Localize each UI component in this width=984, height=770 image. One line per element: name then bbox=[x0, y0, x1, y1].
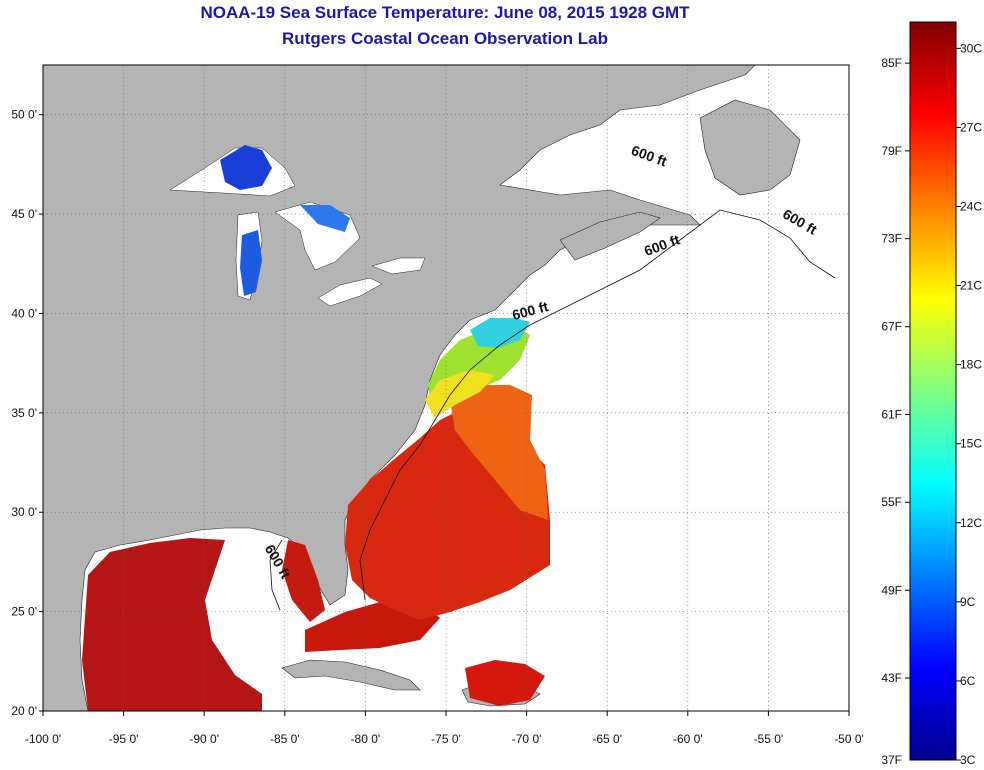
colorbar-c-label-2: 24C bbox=[960, 200, 982, 214]
lake-erie bbox=[317, 277, 383, 307]
land-north-america bbox=[43, 65, 756, 711]
colorbar-c-label-4: 18C bbox=[960, 358, 982, 372]
new-york-bight-sst bbox=[470, 318, 530, 348]
gulf-sst bbox=[82, 538, 262, 711]
map-title: NOAA-19 Sea Surface Temperature: June 08… bbox=[200, 3, 690, 22]
atlantic-orange-sst bbox=[450, 385, 548, 520]
y-tick-label-3: 35 0' bbox=[11, 406, 37, 420]
colorbar-c-label-6: 12C bbox=[960, 516, 982, 530]
colorbar-ticks: 85F 79F 73F 67F 61F 55F 49F 43F 37F 30C 27C 24C 21C 1… bbox=[881, 41, 982, 767]
colorbar-f-label-7: 43F bbox=[881, 671, 902, 685]
lake-ontario bbox=[371, 257, 426, 275]
x-tick-label-0: -100 0' bbox=[25, 732, 61, 746]
x-tick-label-9: -55 0' bbox=[754, 732, 784, 746]
y-tick-label-6: 50 0' bbox=[11, 108, 37, 122]
lake-huron-sst bbox=[300, 205, 350, 232]
colorbar-c-label-5: 15C bbox=[960, 437, 982, 451]
y-tick-label-0: 20 0' bbox=[11, 704, 37, 718]
colorbar-c-label-0: 30C bbox=[960, 41, 982, 55]
x-tick-label-5: -75 0' bbox=[431, 732, 461, 746]
colorbar bbox=[909, 21, 957, 761]
y-tick-label-5: 45 0' bbox=[11, 207, 37, 221]
map-layers bbox=[43, 65, 801, 711]
colorbar-c-label-1: 27C bbox=[960, 120, 982, 134]
colorbar-c-label-9: 3C bbox=[960, 753, 976, 767]
colorbar-c-label-7: 9C bbox=[960, 595, 976, 609]
colorbar-f-label-4: 61F bbox=[881, 407, 902, 421]
colorbar-f-label-8: 37F bbox=[881, 753, 902, 767]
x-tick-label-1: -95 0' bbox=[109, 732, 139, 746]
x-tick-label-7: -65 0' bbox=[592, 732, 622, 746]
y-tick-label-4: 40 0' bbox=[11, 306, 37, 320]
colorbar-f-label-2: 73F bbox=[881, 232, 902, 246]
x-tick-label-10: -50 0' bbox=[834, 732, 864, 746]
gulf-east-sst bbox=[282, 540, 325, 622]
y-tick-label-1: 25 0' bbox=[11, 605, 37, 619]
land-cuba bbox=[281, 659, 421, 691]
map-subtitle: Rutgers Coastal Ocean Observation Lab bbox=[282, 29, 608, 48]
x-tick-label-2: -90 0' bbox=[189, 732, 219, 746]
isobath-600ft bbox=[269, 209, 836, 611]
colorbar-f-label-3: 67F bbox=[881, 320, 902, 334]
x-tick-label-4: -80 0' bbox=[351, 732, 381, 746]
land-nova-scotia bbox=[559, 211, 661, 261]
y-axis-ticks: 20 0' 25 0' 30 0' 35 0' 40 0' 45 0' 50 0' bbox=[11, 108, 43, 718]
colorbar-c-label-3: 21C bbox=[960, 279, 982, 293]
x-tick-label-3: -85 0' bbox=[270, 732, 300, 746]
colorbar-f-label-1: 79F bbox=[881, 144, 902, 158]
colorbar-f-label-6: 49F bbox=[881, 583, 902, 597]
land-newfoundland bbox=[699, 99, 801, 196]
mid-atlantic-yellow-sst bbox=[425, 370, 495, 418]
x-axis-ticks: -100 0' -95 0' -90 0' -85 0' -80 0' -75 0' -70… bbox=[25, 711, 864, 746]
lake-michigan-sst bbox=[240, 230, 262, 296]
colorbar-f-label-5: 55F bbox=[881, 495, 902, 509]
x-tick-label-6: -70 0' bbox=[512, 732, 542, 746]
y-tick-label-2: 30 0' bbox=[11, 505, 37, 519]
colorbar-c-label-8: 6C bbox=[960, 674, 976, 688]
caribbean-sst bbox=[465, 660, 545, 706]
colorbar-f-label-0: 85F bbox=[881, 56, 902, 70]
x-tick-label-8: -60 0' bbox=[673, 732, 703, 746]
lake-superior-sst bbox=[220, 145, 272, 190]
